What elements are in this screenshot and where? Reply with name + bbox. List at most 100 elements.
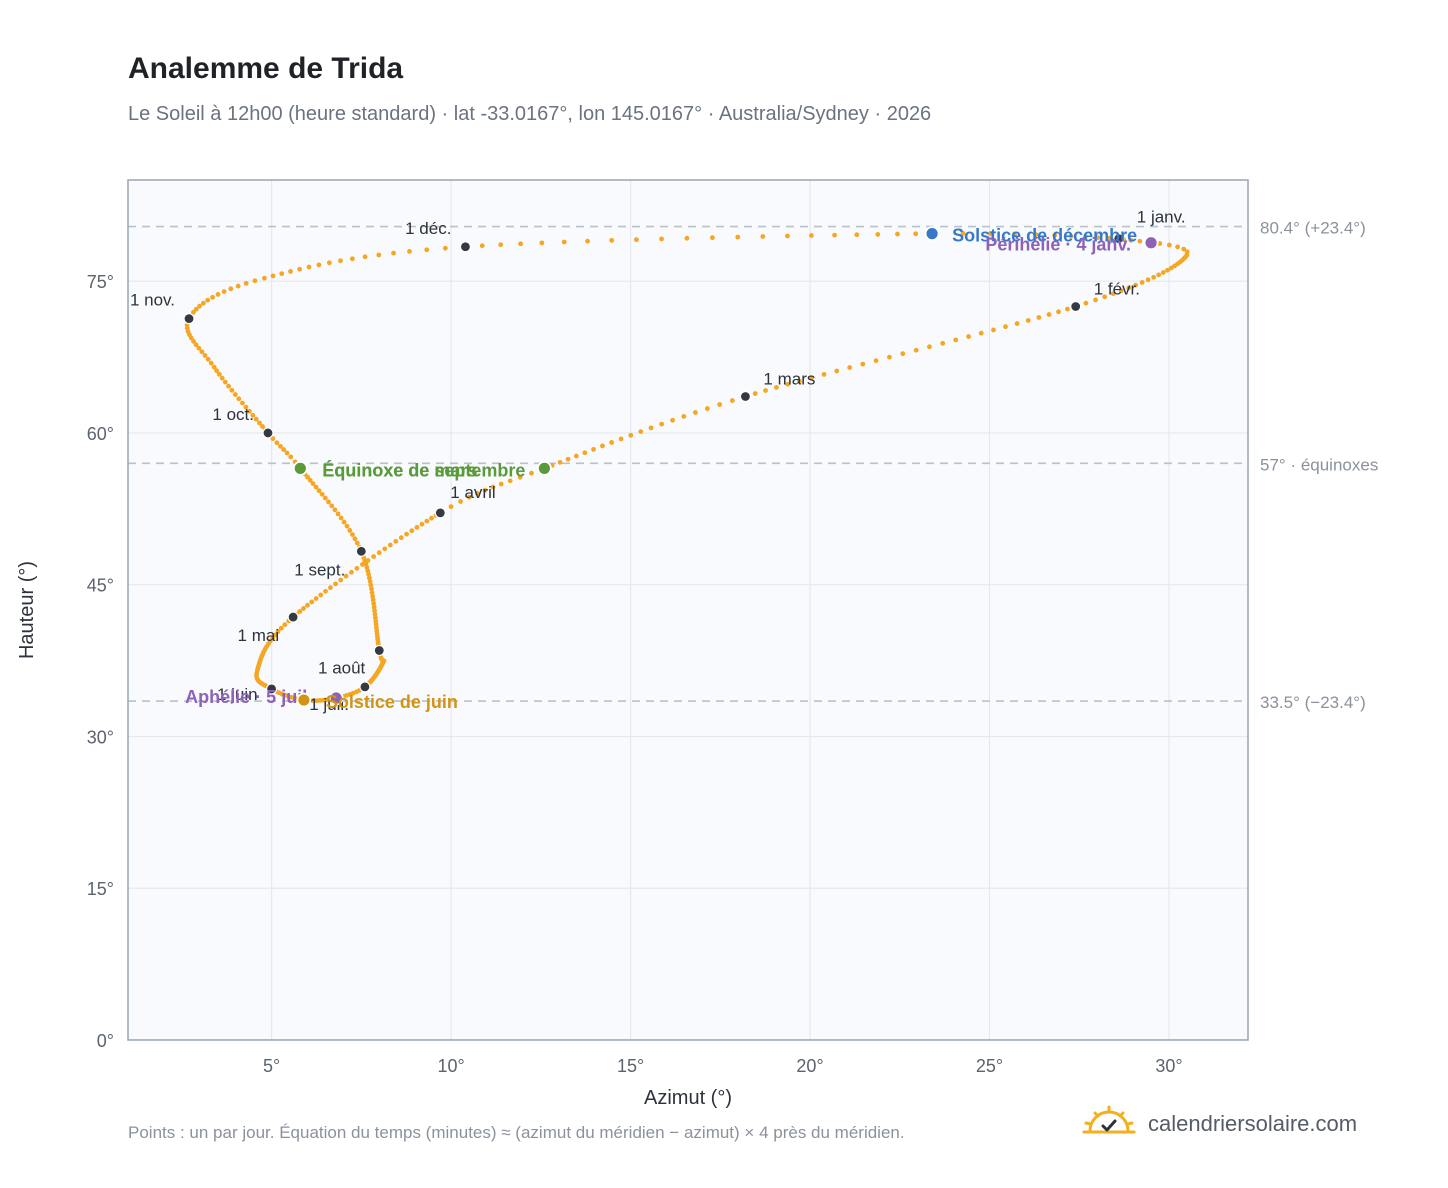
day-point bbox=[860, 361, 866, 367]
day-point bbox=[940, 340, 946, 346]
day-point bbox=[659, 421, 665, 427]
day-point bbox=[479, 243, 485, 249]
month-marker bbox=[739, 390, 752, 403]
day-point bbox=[466, 494, 472, 500]
month-label: 1 févr. bbox=[1094, 279, 1140, 298]
month-marker bbox=[1070, 300, 1082, 313]
event-marker bbox=[296, 692, 312, 708]
day-point bbox=[474, 491, 480, 496]
day-point bbox=[214, 368, 220, 374]
month-marker bbox=[262, 427, 274, 439]
day-point bbox=[288, 454, 294, 460]
reference-line-label: 33.5° (−23.4°) bbox=[1260, 693, 1366, 712]
day-point bbox=[253, 416, 259, 422]
day-point bbox=[498, 481, 504, 487]
day-point bbox=[284, 450, 290, 456]
x-axis-label: Azimut (°) bbox=[644, 1087, 732, 1109]
day-point bbox=[448, 504, 454, 510]
day-point bbox=[895, 231, 900, 237]
day-point bbox=[561, 239, 567, 245]
month-label: 1 mars bbox=[763, 370, 815, 389]
month-marker bbox=[355, 545, 367, 557]
day-point bbox=[847, 365, 853, 370]
day-point bbox=[557, 459, 563, 465]
day-point bbox=[1014, 321, 1020, 326]
day-point bbox=[517, 474, 523, 480]
day-point bbox=[329, 503, 335, 509]
day-point bbox=[482, 487, 488, 493]
event-label: Périhélie · 4 janv. bbox=[985, 235, 1131, 255]
day-point bbox=[414, 524, 420, 530]
event-marker bbox=[537, 460, 552, 476]
day-point bbox=[262, 275, 267, 281]
day-point bbox=[913, 231, 919, 237]
day-point bbox=[372, 611, 378, 617]
brand-logo[interactable]: calendriersolaire.com bbox=[1082, 1104, 1357, 1144]
y-tick-label: 0° bbox=[97, 1031, 114, 1051]
day-point bbox=[354, 565, 360, 571]
day-point bbox=[409, 528, 415, 534]
event-marker bbox=[924, 226, 940, 242]
day-point bbox=[398, 535, 404, 541]
month-marker bbox=[1113, 233, 1125, 245]
day-point bbox=[591, 446, 596, 452]
day-point bbox=[960, 231, 966, 236]
event-label: Solstice de juin bbox=[326, 692, 458, 712]
day-point bbox=[854, 232, 860, 238]
day-point bbox=[370, 597, 376, 603]
day-point bbox=[354, 540, 360, 546]
month-label: 1 déc. bbox=[405, 219, 451, 238]
day-point bbox=[1126, 285, 1132, 291]
axes: 5° 10° 15° 20° 25° 30° 0° 15° 30° 45° 60° 75° bbox=[87, 272, 1183, 1076]
day-point bbox=[1095, 235, 1101, 241]
day-point bbox=[226, 383, 231, 389]
day-point bbox=[1181, 246, 1187, 252]
day-point bbox=[717, 402, 723, 407]
x-tick-label: 15° bbox=[617, 1056, 644, 1076]
day-point bbox=[442, 245, 448, 251]
day-point bbox=[729, 398, 735, 403]
day-point bbox=[735, 234, 741, 240]
day-point bbox=[991, 327, 996, 333]
day-point bbox=[774, 385, 779, 390]
day-point bbox=[1157, 241, 1163, 246]
day-point bbox=[424, 247, 430, 253]
day-point bbox=[927, 344, 932, 350]
day-point bbox=[834, 368, 840, 374]
day-point bbox=[681, 413, 687, 419]
day-point bbox=[978, 330, 984, 336]
day-point bbox=[1166, 242, 1172, 248]
day-point bbox=[875, 231, 881, 237]
day-point bbox=[1110, 291, 1116, 297]
day-point bbox=[407, 249, 412, 254]
day-point bbox=[366, 575, 372, 581]
day-point bbox=[573, 453, 579, 459]
day-point bbox=[352, 536, 358, 542]
day-point bbox=[316, 488, 322, 494]
day-point bbox=[310, 481, 316, 487]
day-point bbox=[243, 404, 249, 410]
day-point bbox=[1046, 312, 1052, 317]
day-point bbox=[370, 593, 376, 599]
day-point bbox=[232, 392, 238, 397]
month-label: 1 nov. bbox=[130, 291, 175, 310]
day-point bbox=[275, 629, 281, 635]
day-point bbox=[371, 554, 377, 559]
day-point bbox=[419, 521, 425, 527]
reference-line-label: 80.4° (+23.4°) bbox=[1260, 219, 1366, 238]
x-tick-label: 20° bbox=[796, 1056, 823, 1076]
day-point bbox=[343, 573, 349, 579]
month-label: 1 janv. bbox=[1137, 208, 1186, 227]
day-point bbox=[349, 256, 355, 262]
day-point bbox=[216, 371, 222, 377]
day-point bbox=[210, 294, 215, 300]
day-point bbox=[1003, 324, 1008, 330]
day-point bbox=[191, 309, 196, 315]
day-point bbox=[609, 440, 615, 445]
day-point bbox=[301, 606, 306, 611]
day-point bbox=[282, 622, 288, 628]
chart-title: Analemme de Trida bbox=[128, 52, 404, 85]
day-point bbox=[247, 408, 252, 414]
plot-frame bbox=[127, 179, 1249, 1041]
day-point bbox=[1036, 315, 1042, 320]
